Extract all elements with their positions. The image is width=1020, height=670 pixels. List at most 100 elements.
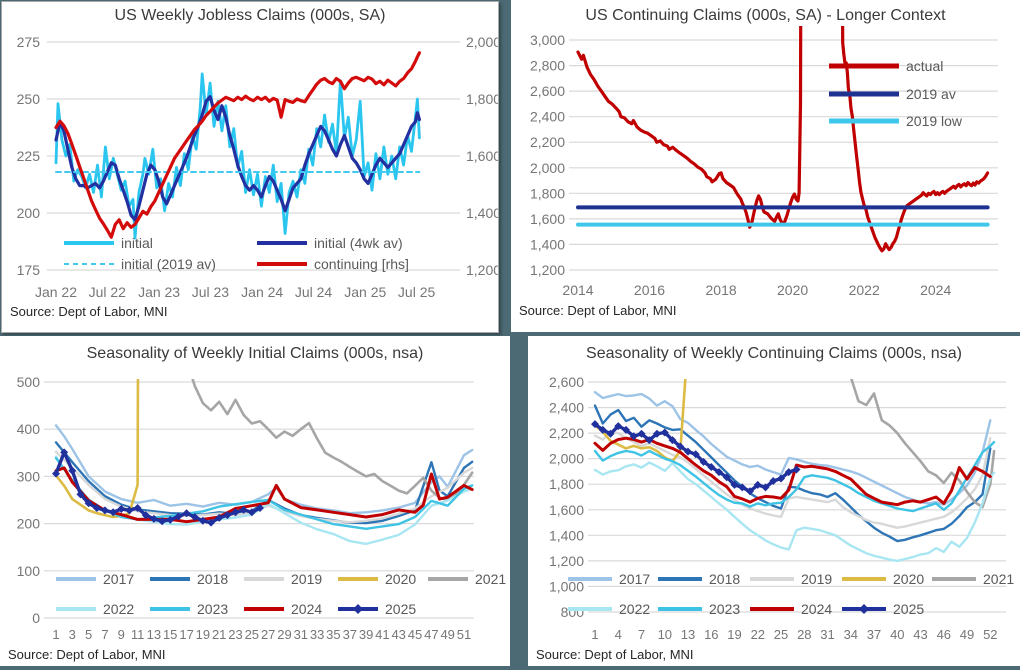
x-axis-tick-label: 39 xyxy=(359,627,373,642)
series-initial-4wk-av xyxy=(54,95,421,222)
series-2025-marker xyxy=(182,509,191,518)
legend-item-2019: 2019 xyxy=(750,571,832,587)
series-2021 xyxy=(850,379,996,509)
series-2018 xyxy=(593,404,992,543)
x-axis-tick-label: Jul 24 xyxy=(295,284,333,300)
legend-label-2019-low: 2019 low xyxy=(906,113,963,129)
series-2025-marker xyxy=(256,504,264,513)
y-axis-tick-label: 225 xyxy=(17,148,41,164)
legend-item-2020: 2020 xyxy=(842,571,924,587)
x-axis-tick-label: 7 xyxy=(101,627,108,642)
x-axis-tick-label: 52 xyxy=(983,627,997,642)
legend-label-2019-av: 2019 av xyxy=(906,86,956,102)
series-2025-marker xyxy=(606,429,615,438)
chart-title: US Weekly Jobless Claims (000s, SA) xyxy=(114,7,386,24)
legend-item-2023: 2023 xyxy=(658,601,740,617)
x-axis-tick-label: Jul 23 xyxy=(192,284,230,300)
x-axis-tick-label: Jul 22 xyxy=(89,284,127,300)
legend-item-2020: 2020 xyxy=(338,571,416,587)
x-axis-tick-label: 2016 xyxy=(634,282,665,298)
series-2025-marker xyxy=(684,447,692,456)
legend-item-2017: 2017 xyxy=(56,571,134,587)
x-axis-tick-label: Jan 25 xyxy=(344,284,386,300)
series-group xyxy=(576,26,990,253)
legend-label-2021: 2021 xyxy=(475,571,506,587)
y2-axis-tick-label: 1,600 xyxy=(466,148,498,164)
series-2025-marker xyxy=(699,457,708,466)
series-2025-marker xyxy=(190,512,199,521)
series-2025-marker xyxy=(753,480,762,489)
x-axis-tick-label: 27 xyxy=(261,627,275,642)
x-axis-tick-label: Jan 23 xyxy=(138,284,180,300)
series-2025-marker xyxy=(158,517,167,526)
chart-panel-weekly-jobless-claims: 275 250 225 200 175 2,000 1,800 1,600 1,400 1,200… xyxy=(1,1,499,333)
y-axis-tick-label: 1,400 xyxy=(530,236,565,252)
series-2025-marker xyxy=(738,483,747,492)
y-axis-tick-label: 2,000 xyxy=(549,451,584,467)
legend-marker-2025 xyxy=(859,604,869,614)
series-2022 xyxy=(593,461,996,563)
x-axis-tick-label: 49 xyxy=(440,627,454,642)
y-axis-tick-label: 2,000 xyxy=(530,160,565,176)
y-axis-tick-label: 175 xyxy=(17,262,41,278)
x-axis-tick-label: 19 xyxy=(727,627,741,642)
y-axis-tick-label: 3,000 xyxy=(530,32,565,48)
series-2025-marker xyxy=(109,508,118,517)
series-2025-marker xyxy=(166,515,175,524)
series-2025-marker xyxy=(629,432,638,441)
x-axis-tick-label: Jan 24 xyxy=(241,284,283,300)
legend-item-2018: 2018 xyxy=(150,571,228,587)
x-axis-tick-label: 33 xyxy=(310,627,324,642)
x-axis-tick-label: 51 xyxy=(457,627,471,642)
x-axis-tick-label: 7 xyxy=(638,627,645,642)
x-axis-tick-label: 23 xyxy=(228,627,242,642)
legend-item-continuing-rhs: continuing [rhs] xyxy=(257,256,409,272)
series-2025-marker xyxy=(653,429,661,438)
legend-label-2017: 2017 xyxy=(619,571,650,587)
chart-title: Seasonality of Weekly Continuing Claims … xyxy=(586,345,962,362)
series-2024 xyxy=(593,436,992,507)
y-axis-tick-label: 250 xyxy=(17,91,41,107)
series-2025-marker xyxy=(792,465,801,474)
series-2023 xyxy=(593,440,996,513)
x-axis-tick-label: 25 xyxy=(245,627,259,642)
x-axis-tick-label: 45 xyxy=(408,627,422,642)
series-2025-marker xyxy=(761,483,770,492)
y-axis-tick-label: 1,800 xyxy=(549,476,584,492)
legend-label-2020: 2020 xyxy=(385,571,416,587)
chart-plot-continuing-claims-longer-context: 3,000 2,800 2,600 2,400 2,200 2,000 1,800 1,600… xyxy=(530,26,998,298)
x-axis-tick-label: 46 xyxy=(937,627,951,642)
x-axis-tick-label: 3 xyxy=(69,627,76,642)
x-axis-tick-label: 2014 xyxy=(562,282,593,298)
legend-label-2020: 2020 xyxy=(893,571,924,587)
y-axis-tick-label: 100 xyxy=(17,563,41,579)
y-axis-tick-label: 1,000 xyxy=(549,578,584,594)
legend-item-2025: 2025 xyxy=(338,601,416,617)
series-2025-marker xyxy=(215,513,224,522)
y2-axis-tick-label: 1,200 xyxy=(466,262,498,278)
x-axis-tick-label: 35 xyxy=(326,627,340,642)
series-2025-marker xyxy=(174,512,183,521)
x-axis-tick-label: 34 xyxy=(844,627,858,642)
x-axis-tick-label: 40 xyxy=(890,627,904,642)
chart-plot-seasonality-continuing-claims: 2,600 2,400 2,200 2,000 1,800 1,600 1,400 1,200… xyxy=(549,374,1014,642)
y-axis-tick-label: 200 xyxy=(17,516,41,532)
legend-item-initial: initial xyxy=(64,235,153,251)
series-2019 xyxy=(593,430,992,529)
series-2025-marker xyxy=(722,473,731,482)
x-axis-tick-label: 47 xyxy=(424,627,438,642)
series-2025-marker xyxy=(92,504,101,513)
y2-axis-tick-label: 2,000 xyxy=(466,34,498,50)
series-2024 xyxy=(54,466,474,524)
y-axis-tick-label: 400 xyxy=(17,421,41,437)
series-2025-marker xyxy=(84,499,93,508)
legend-item-2018: 2018 xyxy=(658,571,740,587)
y-axis-tick-label: 2,200 xyxy=(549,425,584,441)
chart-source: Source: Dept of Labor, MNI xyxy=(10,304,168,319)
y-axis-tick-label: 500 xyxy=(17,374,41,390)
legend-item-2022: 2022 xyxy=(568,601,650,617)
series-2025-marker xyxy=(141,511,150,520)
legend-label-2021: 2021 xyxy=(983,571,1014,587)
series-2025-marker xyxy=(60,448,69,457)
